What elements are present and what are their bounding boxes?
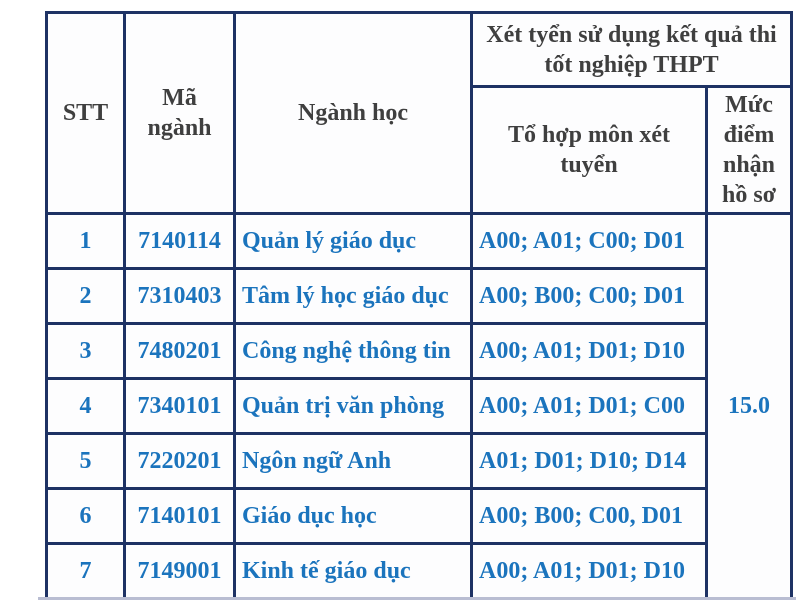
combos-cell: A00; A01; D01; D10 [470,322,708,380]
header-ma-nganh-label: Mã ngành [147,85,212,141]
stt-cell: 2 [45,267,126,325]
table-row: 7 7149001 Kinh tế giáo dục A00; A01; D01… [45,542,792,600]
major-name-cell: Quản lý giáo dục [233,212,473,270]
major-name-cell: Kinh tế giáo dục [233,542,473,600]
stt-cell: 4 [45,377,126,435]
header-row-2: Tổ hợp môn xét tuyển Mức điểm nhận hồ sơ [47,85,793,215]
major-code-cell: 7140114 [123,212,236,270]
major-name-cell: Ngôn ngữ Anh [233,432,473,490]
score-cell: 15.0 [705,212,793,600]
major-code-cell: 7310403 [123,267,236,325]
admissions-table: STT Mã ngành Ngành học Xét tyển sử dụng … [45,11,793,600]
combos-cell: A01; D01; D10; D14 [470,432,708,490]
table-row: 2 7310403 Tâm lý học giáo dục A00; B00; … [45,267,792,325]
combos-cell: A00; A01; D01; C00 [470,377,708,435]
major-name-cell: Tâm lý học giáo dục [233,267,473,325]
stt-cell: 7 [45,542,126,600]
header-xet-tuyen-group-label: Xét tyển sử dụng kết quả thi tốt nghiệp … [486,21,777,78]
major-code-cell: 7149001 [123,542,236,600]
stt-cell: 5 [45,432,126,490]
table-row: 6 7140101 Giáo dục học A00; B00; C00, D0… [45,487,792,545]
table-row: 5 7220201 Ngôn ngữ Anh A01; D01; D10; D1… [45,432,792,490]
header-stt: STT [45,11,126,215]
combos-cell: A00; B00; C00, D01 [470,487,708,545]
header-nganh-hoc: Ngành học [233,11,473,215]
combos-cell: A00; B00; C00; D01 [470,267,708,325]
stt-cell: 3 [45,322,126,380]
major-code-cell: 7480201 [123,322,236,380]
major-code-cell: 7140101 [123,487,236,545]
stt-cell: 6 [45,487,126,545]
major-name-cell: Giáo dục học [233,487,473,545]
header-to-hop: Tổ hợp môn xét tuyển [470,85,708,215]
header-muc-diem: Mức điểm nhận hồ sơ [705,85,793,215]
combos-cell: A00; A01; C00; D01 [470,212,708,270]
header-to-hop-label: Tổ hợp môn xét tuyển [508,122,670,178]
combos-cell: A00; A01; D01; D10 [470,542,708,600]
table-row: 4 7340101 Quản trị văn phòng A00; A01; D… [45,377,792,435]
major-code-cell: 7340101 [123,377,236,435]
header-xet-tuyen-group: Xét tyển sử dụng kết quả thi tốt nghiệp … [470,11,793,88]
table-row: 1 7140114 Quản lý giáo dục A00; A01; C00… [45,212,793,600]
bottom-divider [38,597,796,600]
major-name-cell: Quản trị văn phòng [233,377,473,435]
table-row: 3 7480201 Công nghệ thông tin A00; A01; … [45,322,792,380]
major-name-cell: Công nghệ thông tin [233,322,473,380]
stt-cell: 1 [45,212,126,270]
header-ma-nganh: Mã ngành [123,11,236,215]
header-row-1: STT Mã ngành Ngành học Xét tyển sử dụng … [45,11,793,215]
major-code-cell: 7220201 [123,432,236,490]
